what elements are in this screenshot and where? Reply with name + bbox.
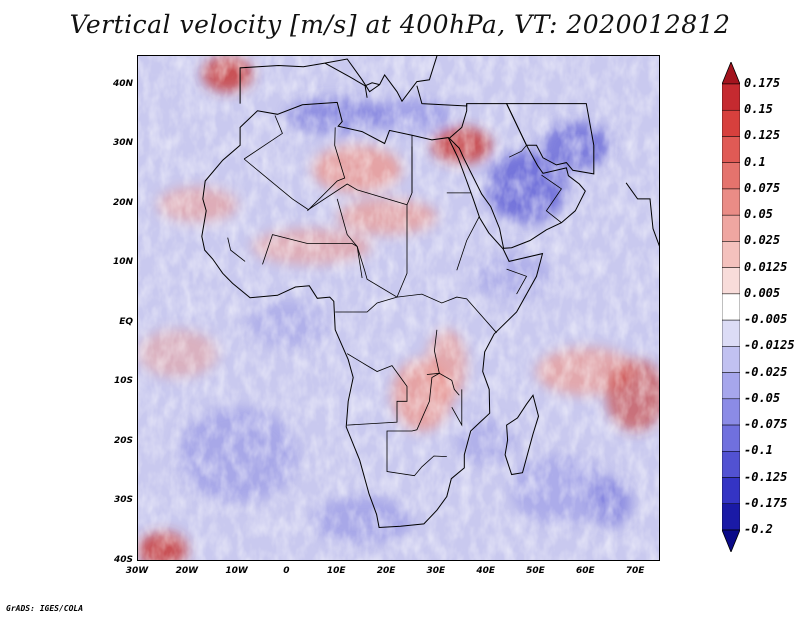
map-panel [137, 55, 660, 561]
lat-tick-label: 40S [113, 555, 133, 565]
grads-credit: GrADS: IGES/COLA [6, 604, 84, 613]
lon-tick-label: 30E [426, 566, 446, 576]
lon-tick-label: 10E [326, 566, 346, 576]
colorbar-swatch [722, 162, 740, 190]
lon-tick-label: 20E [376, 566, 396, 576]
lon-tick-label: 0 [283, 566, 290, 576]
colorbar-swatch [722, 267, 740, 295]
coastline [506, 268, 528, 295]
colorbar-level-label: 0.1 [744, 154, 766, 169]
coastline [386, 329, 447, 477]
colorbar-level-label: 0.0125 [744, 259, 788, 274]
coastline [396, 204, 408, 298]
coastlines [201, 56, 659, 529]
coastline [346, 353, 408, 426]
colorbar-level-label: 0.15 [744, 102, 773, 117]
velocity-field-map [138, 56, 659, 560]
colorbar-swatch [722, 398, 740, 426]
colorbar-level-label: -0.0125 [744, 338, 795, 353]
lon-tick-label: 20W [175, 566, 199, 576]
lat-tick-label: 10N [112, 257, 133, 268]
lon-tick-label: 30W [125, 566, 149, 576]
colorbar-swatch [722, 188, 740, 216]
lat-tick-label: 20S [113, 435, 133, 446]
colorbar-level-label: -0.005 [744, 312, 788, 327]
lat-tick-label: 40N [112, 78, 133, 89]
colorbar-level-label: -0.125 [744, 469, 788, 484]
colorbar-swatch [722, 529, 740, 552]
colorbar-level-label: -0.2 [744, 522, 773, 536]
colorbar-swatch [722, 451, 740, 478]
coastline [239, 56, 438, 104]
coastline [243, 146, 413, 211]
colorbar [722, 62, 740, 552]
colorbar-swatch [722, 241, 740, 268]
coastline [508, 145, 527, 158]
coastline [335, 296, 398, 313]
colorbar-level-label: 0.05 [744, 207, 773, 222]
coastline [541, 174, 562, 224]
chart-title: Vertical velocity [m/s] at 400hPa, VT: 2… [69, 10, 731, 39]
lon-tick-label: 40E [476, 566, 495, 576]
colorbar-level-label: 0.025 [744, 233, 781, 248]
colorbar-level-label: -0.1 [744, 443, 773, 458]
lon-tick-label: 70E [625, 566, 645, 576]
colorbar-level-label: 0.175 [744, 76, 781, 90]
coastline [243, 115, 283, 160]
lat-tick-label: 30S [113, 495, 133, 506]
lon-tick-label: 10W [225, 566, 248, 576]
colorbar-swatch [722, 503, 740, 531]
colorbar-level-label: -0.075 [744, 417, 788, 432]
colorbar-level-label: -0.025 [744, 364, 788, 379]
colorbar-swatch [722, 83, 740, 111]
colorbar-swatch [722, 293, 740, 321]
colorbar-level-label: -0.05 [744, 390, 781, 405]
field-texture [138, 56, 659, 560]
colorbar-swatch [722, 109, 740, 137]
colorbar-swatch [722, 346, 740, 373]
lat-tick-label: 20N [112, 197, 133, 208]
coastline [227, 237, 246, 262]
colorbar-level-label: 0.125 [744, 128, 781, 143]
colorbar-swatch [722, 319, 740, 347]
lon-tick-label: 50E [526, 566, 545, 576]
lat-tick-label: 30N [112, 138, 133, 149]
coastline [504, 394, 540, 476]
coastline [426, 372, 460, 396]
colorbar-swatch [722, 214, 740, 242]
coastline [456, 215, 481, 271]
colorbar-swatch [722, 372, 740, 400]
colorbar-level-label: 0.075 [744, 180, 781, 195]
coastline [307, 127, 346, 212]
coastline [625, 182, 659, 247]
coastline [451, 389, 463, 427]
colorbar-level-label: 0.005 [744, 285, 781, 300]
colorbar-swatch [722, 62, 740, 85]
coastline [324, 62, 380, 98]
lon-tick-label: 60E [575, 566, 595, 576]
coastline [416, 85, 468, 107]
colorbar-swatch [722, 477, 740, 505]
colorbar-swatch [722, 424, 740, 452]
colorbar-level-label: -0.175 [744, 495, 788, 510]
coastline [262, 234, 363, 279]
coastline [505, 103, 595, 175]
lat-tick-label: EQ [119, 316, 133, 327]
coastline [201, 101, 544, 529]
colorbar-swatch [722, 136, 740, 163]
lat-tick-label: 10S [113, 376, 133, 387]
